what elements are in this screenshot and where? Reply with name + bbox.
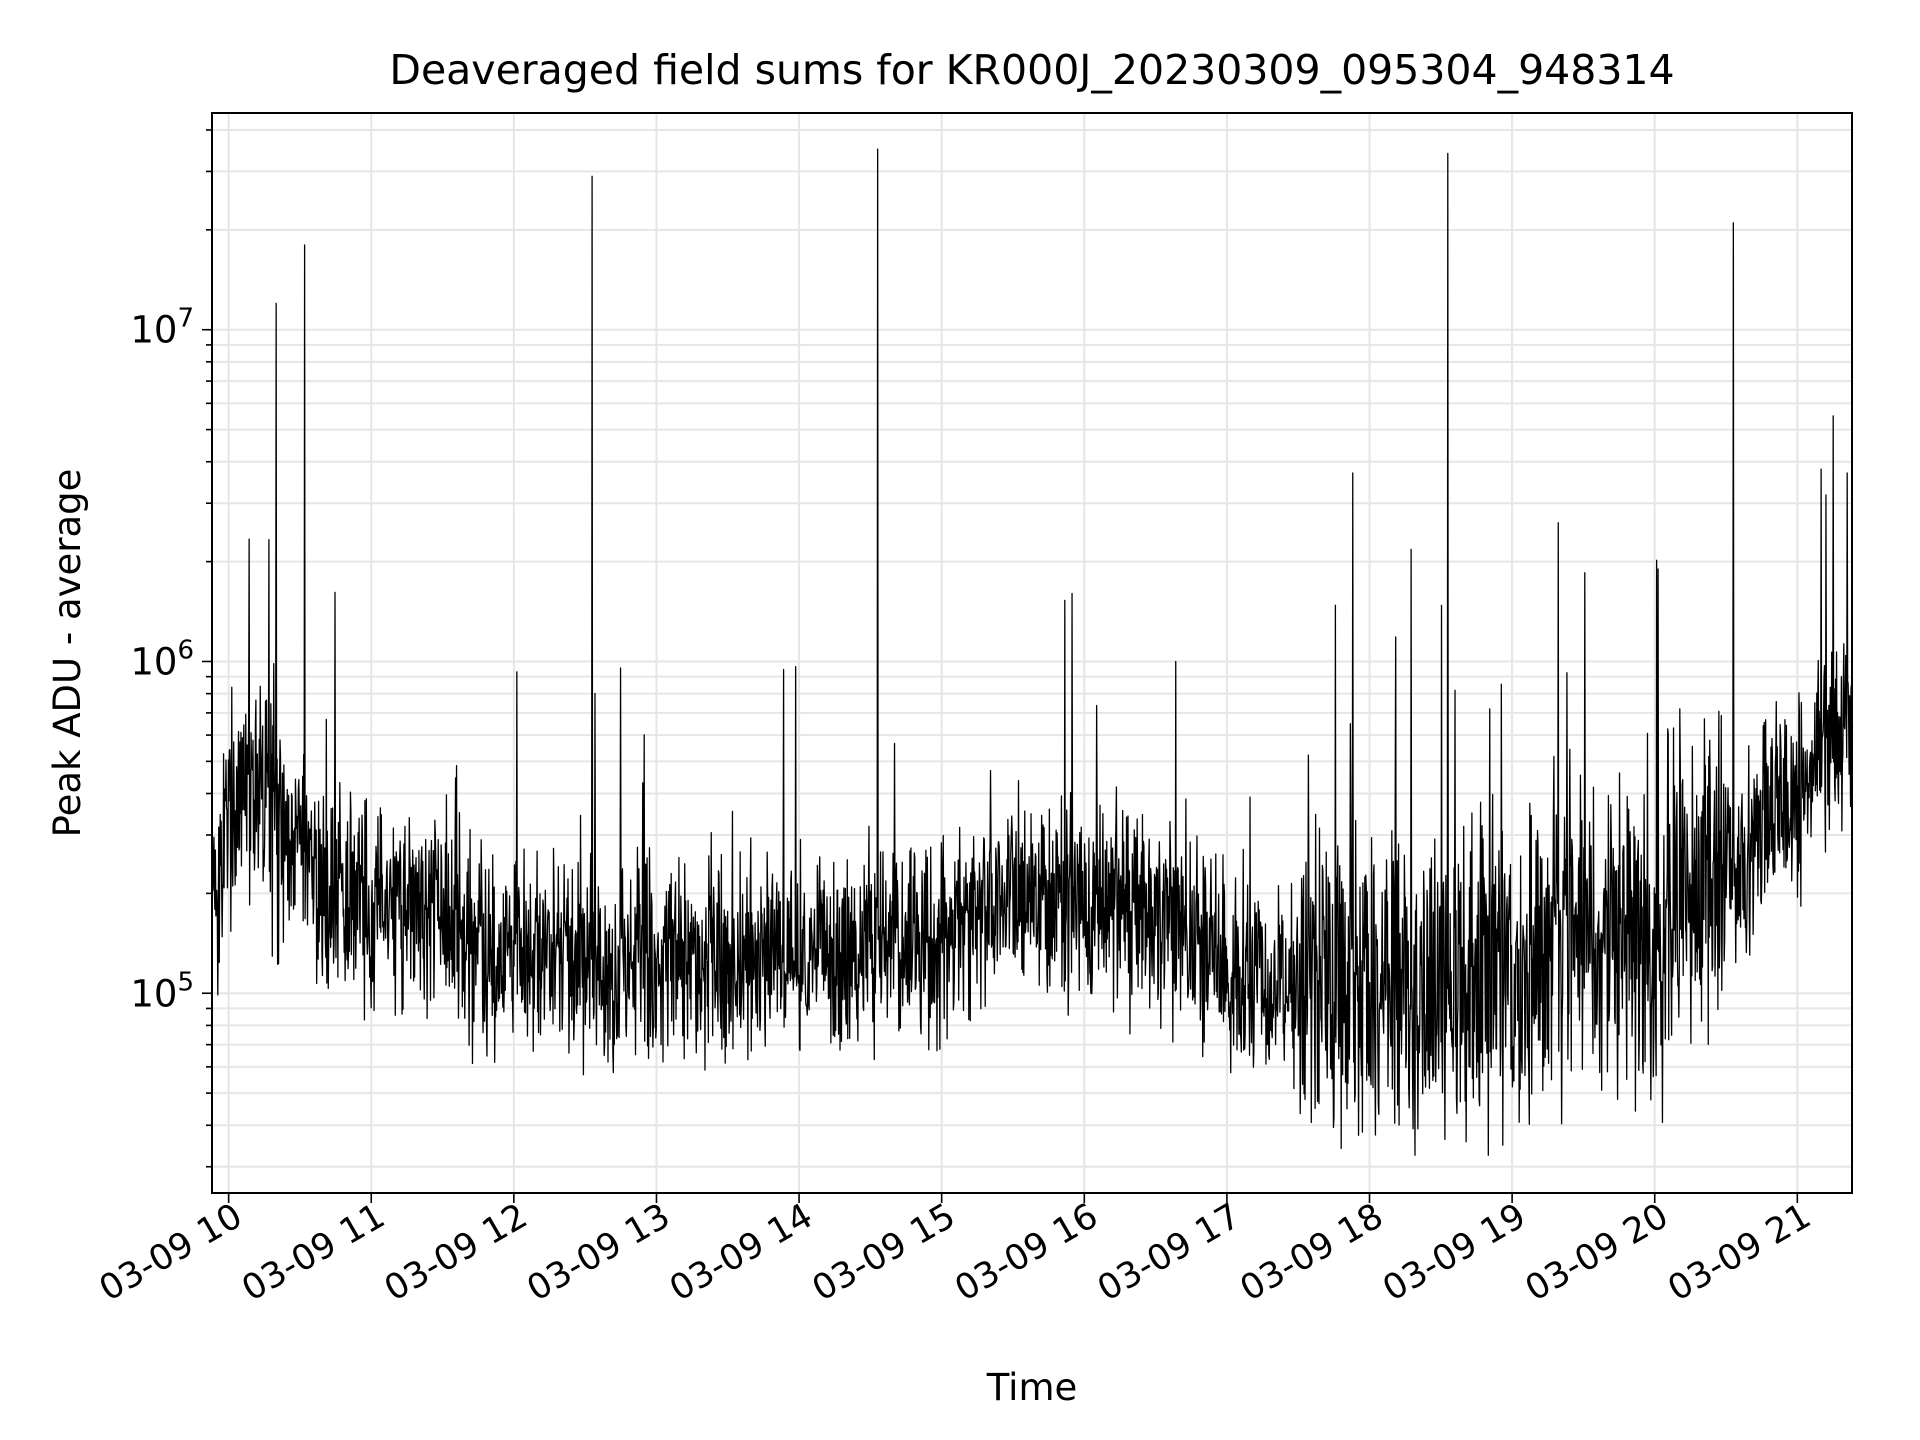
y-axis-label: Peak ADU - average xyxy=(46,469,89,838)
plot-frame xyxy=(211,112,1853,1194)
y-tick-base: 10 xyxy=(130,972,177,1015)
y-tick-label: 106 xyxy=(130,635,194,683)
y-tick-exponent: 6 xyxy=(177,635,194,665)
data-series-line xyxy=(211,148,1853,1156)
series xyxy=(211,148,1853,1156)
y-tick-exponent: 7 xyxy=(177,304,194,334)
chart-title: Deaveraged field sums for KR000J_2023030… xyxy=(389,46,1674,94)
y-tick-base: 10 xyxy=(130,640,177,683)
x-axis-label: Time xyxy=(986,1366,1078,1409)
y-tick-label: 107 xyxy=(130,304,194,352)
y-tick-base: 10 xyxy=(130,309,177,352)
y-tick-label: 105 xyxy=(130,967,194,1015)
y-tick-exponent: 5 xyxy=(177,967,194,997)
